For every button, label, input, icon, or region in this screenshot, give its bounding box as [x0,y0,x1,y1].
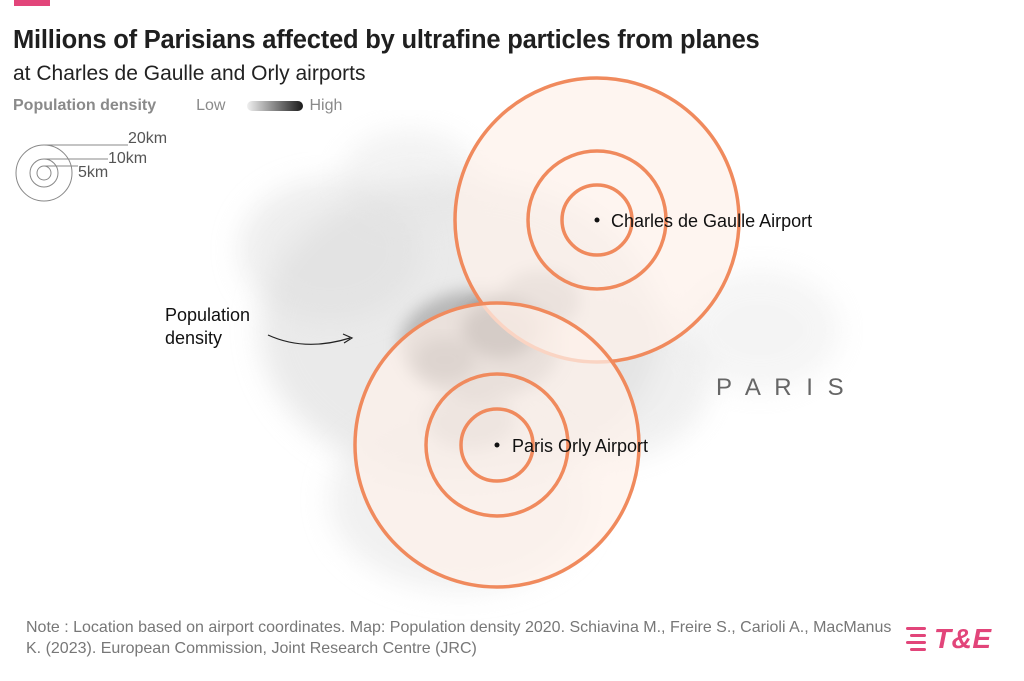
scale-label-10km: 10km [108,150,147,167]
annotation-line-1: Population [165,305,250,325]
chart-title: Millions of Parisians affected by ultraf… [13,26,760,54]
cdg-ring-5km [560,183,634,257]
density-legend: Population density Low High [13,97,342,115]
orly-label: Paris Orly Airport [512,436,648,456]
te-logo-mark-icon [906,627,926,651]
orly-marker [494,442,500,448]
te-logo: T&E [904,623,992,655]
cdg-ring-10km [526,149,668,291]
legend-low-label: Low [196,97,226,114]
source-note: Note : Location based on airport coordin… [26,619,892,657]
cdg-marker [594,217,600,223]
annotation-arrow [267,334,351,345]
scale-label-20km: 20km [128,130,167,147]
brand-accent-bar [14,0,50,6]
annotation-line-2: density [165,328,222,348]
scale-circle-10km [29,158,59,188]
scale-circle-20km [15,144,73,202]
scale-circle-5km [36,165,52,181]
orly-ring-10km [424,372,570,518]
te-logo-text: T&E [934,623,992,654]
scale-bar [15,144,128,202]
annotation-arrowhead [342,333,354,344]
chart-subtitle: at Charles de Gaulle and Orly airports [13,62,366,85]
legend-title: Population density [13,97,157,114]
scale-label-5km: 5km [78,164,108,181]
orly-ring-5km [459,407,535,483]
cdg-label: Charles de Gaulle Airport [611,211,812,231]
legend-color-ramp [247,101,304,111]
paris-region-label: P A R I S [716,374,848,401]
legend-high-label: High [309,97,343,114]
